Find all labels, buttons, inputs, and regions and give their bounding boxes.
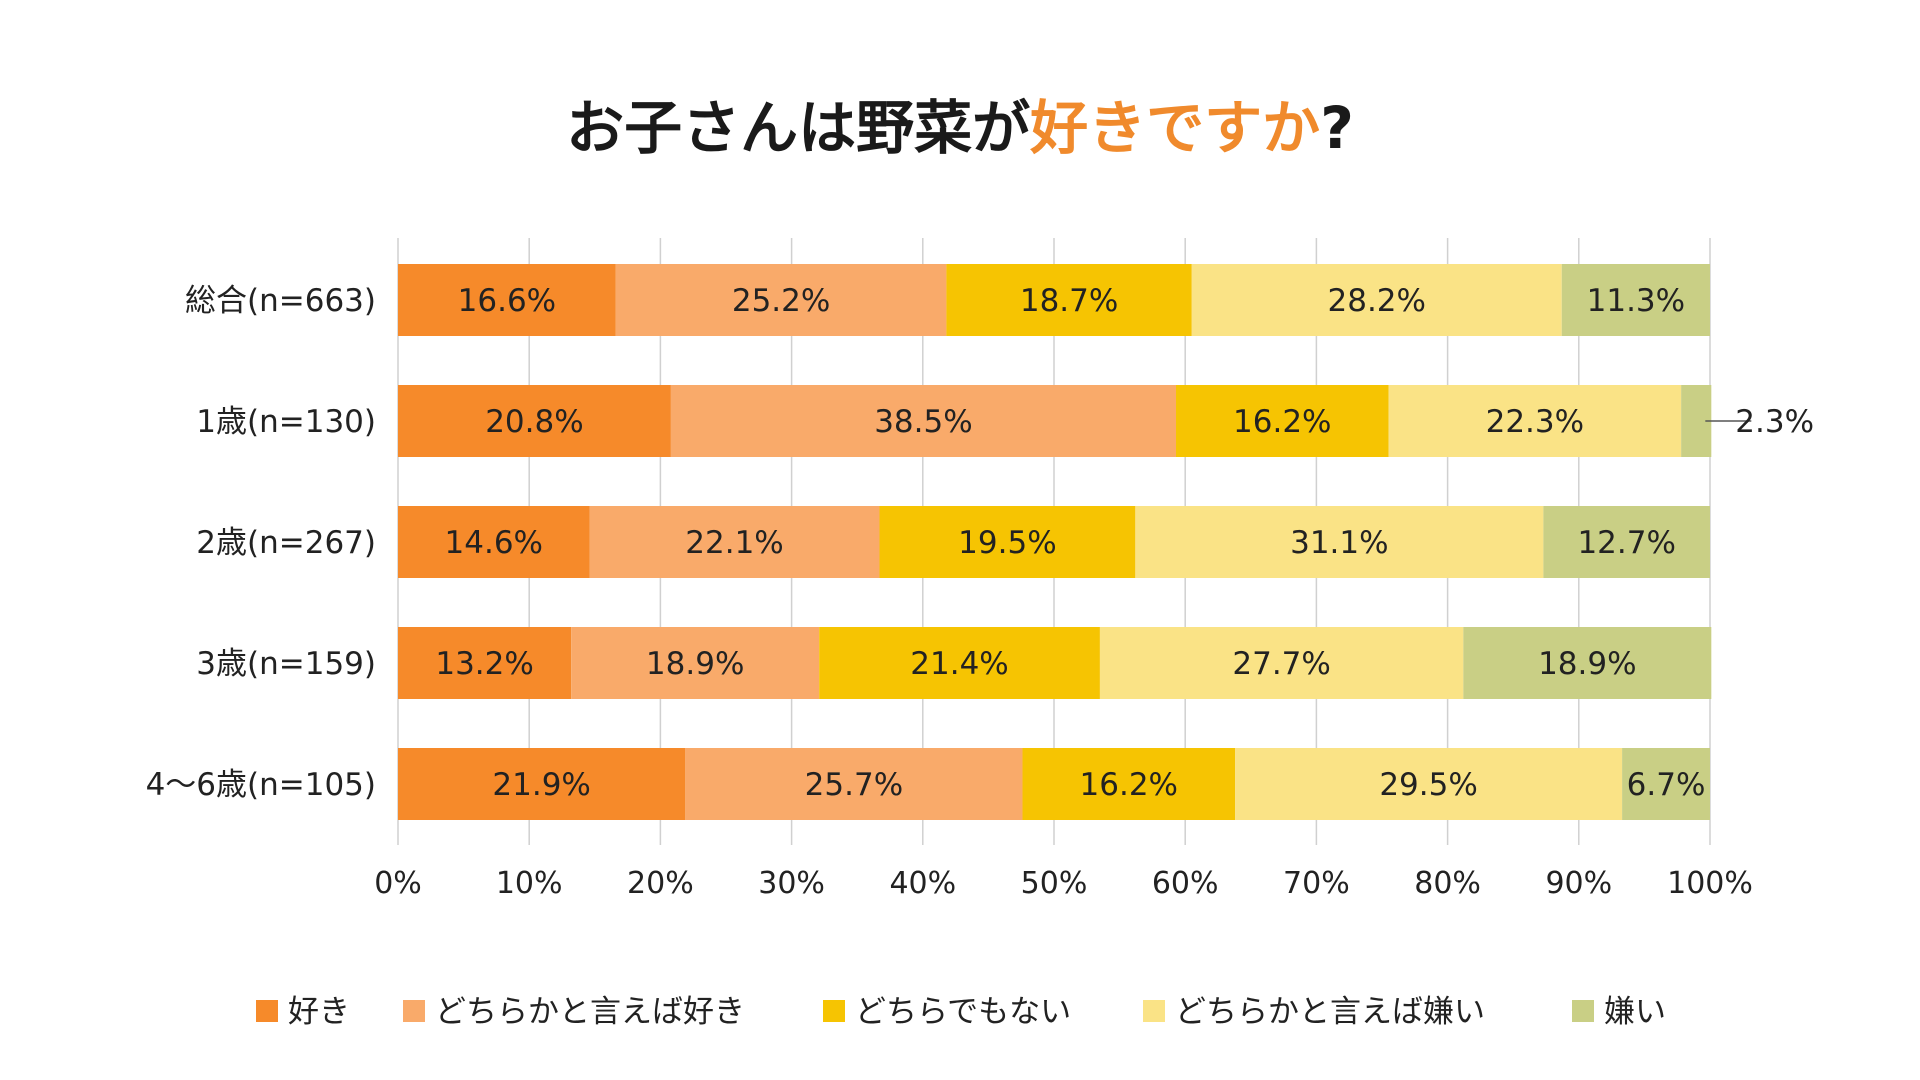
title-highlight: 好きですか xyxy=(1029,94,1320,162)
legend-label: 好き xyxy=(288,994,350,1030)
bar-segment xyxy=(1622,748,1710,820)
bar-segment xyxy=(685,748,1023,820)
data-label: 22.1% xyxy=(685,525,783,561)
category-label: 4〜6歳(n=105) xyxy=(146,767,376,803)
data-label: 25.2% xyxy=(732,283,830,319)
legend-label: どちらかと言えば嫌い xyxy=(1175,994,1485,1030)
x-tick-label: 10% xyxy=(496,866,563,901)
category-label: 総合(n=663) xyxy=(185,283,376,319)
x-tick-label: 70% xyxy=(1283,866,1350,901)
bar-segment xyxy=(1191,264,1562,336)
category-labels: 総合(n=663) 1歳(n=130) 2歳(n=267) 3歳(n=159) 4〜6歳… xyxy=(146,283,376,803)
x-tick-label: 90% xyxy=(1545,866,1612,901)
bar-segment xyxy=(819,627,1100,699)
data-label: 27.7% xyxy=(1232,646,1330,682)
legend-label: 嫌い xyxy=(1604,994,1666,1030)
data-label: 25.7% xyxy=(805,767,903,803)
category-label: 2歳(n=267) xyxy=(196,525,376,561)
data-label: 21.4% xyxy=(910,646,1008,682)
bar-segment xyxy=(879,506,1136,578)
data-label: 19.5% xyxy=(958,525,1056,561)
bar-segment xyxy=(1135,506,1544,578)
data-label: 2.3% xyxy=(1735,404,1814,440)
bar-segment xyxy=(398,627,572,699)
legend-swatch xyxy=(1572,1000,1594,1022)
legend-swatch xyxy=(1143,1000,1165,1022)
data-label: 21.9% xyxy=(492,767,590,803)
bars: 16.6% 25.2% 18.7% 28.2% 11.3% 20.8% 38.5% 16.2%… xyxy=(398,264,1814,820)
data-label: 20.8% xyxy=(485,404,583,440)
bar-segment xyxy=(398,385,671,457)
legend-label: どちらでもない xyxy=(855,994,1071,1030)
data-label: 18.9% xyxy=(1538,646,1636,682)
data-label: 16.2% xyxy=(1233,404,1331,440)
data-label: 22.3% xyxy=(1486,404,1584,440)
bar-segment xyxy=(1463,627,1712,699)
bar-segment xyxy=(615,264,947,336)
bar-segment xyxy=(1543,506,1710,578)
bar-segment xyxy=(1022,748,1236,820)
bar-segment xyxy=(398,506,590,578)
data-label: 31.1% xyxy=(1290,525,1388,561)
data-label: 18.9% xyxy=(646,646,744,682)
data-label: 18.7% xyxy=(1020,283,1118,319)
bar-segment xyxy=(398,748,686,820)
x-tick-label: 40% xyxy=(889,866,956,901)
data-label: 12.7% xyxy=(1577,525,1675,561)
data-label: 13.2% xyxy=(435,646,533,682)
bar-segment xyxy=(398,264,616,336)
legend-swatch xyxy=(256,1000,278,1022)
legend: 好き どちらかと言えば好き どちらでもない どちらかと言えば嫌い 嫌い xyxy=(256,994,1666,1030)
category-label: 3歳(n=159) xyxy=(196,646,376,682)
x-axis-tick-labels: 0% 10% 20% 30% 40% 50% 60% 70% 80% 90% 100% xyxy=(374,866,1753,901)
bar-segment xyxy=(946,264,1192,336)
data-label: 11.3% xyxy=(1587,283,1685,319)
bar-segment xyxy=(571,627,820,699)
bar-segment xyxy=(1176,385,1389,457)
data-label: 16.2% xyxy=(1080,767,1178,803)
legend-swatch xyxy=(403,1000,425,1022)
bar-segment xyxy=(670,385,1177,457)
bar-segment xyxy=(1388,385,1682,457)
x-tick-label: 80% xyxy=(1414,866,1481,901)
data-label: 28.2% xyxy=(1328,283,1426,319)
title-plain: お子さんは野菜が xyxy=(566,94,1030,162)
chart-title: お子さんは野菜が好きですか? xyxy=(566,94,1354,162)
x-tick-label: 20% xyxy=(627,866,694,901)
category-label: 1歳(n=130) xyxy=(196,404,376,440)
x-tick-label: 100% xyxy=(1667,866,1753,901)
title-suffix: ? xyxy=(1320,94,1354,162)
x-tick-label: 50% xyxy=(1021,866,1088,901)
legend-swatch xyxy=(823,1000,845,1022)
bar-segment xyxy=(1099,627,1464,699)
x-tick-label: 60% xyxy=(1152,866,1219,901)
data-label: 16.6% xyxy=(458,283,556,319)
data-label: 38.5% xyxy=(874,404,972,440)
data-label: 29.5% xyxy=(1379,767,1477,803)
data-label: 6.7% xyxy=(1627,767,1706,803)
bar-segment xyxy=(589,506,880,578)
data-label: 14.6% xyxy=(445,525,543,561)
bar-segment xyxy=(1235,748,1623,820)
legend-label: どちらかと言えば好き xyxy=(435,994,745,1030)
x-tick-label: 0% xyxy=(374,866,422,901)
bar-segment xyxy=(1561,264,1710,336)
x-tick-label: 30% xyxy=(758,866,825,901)
